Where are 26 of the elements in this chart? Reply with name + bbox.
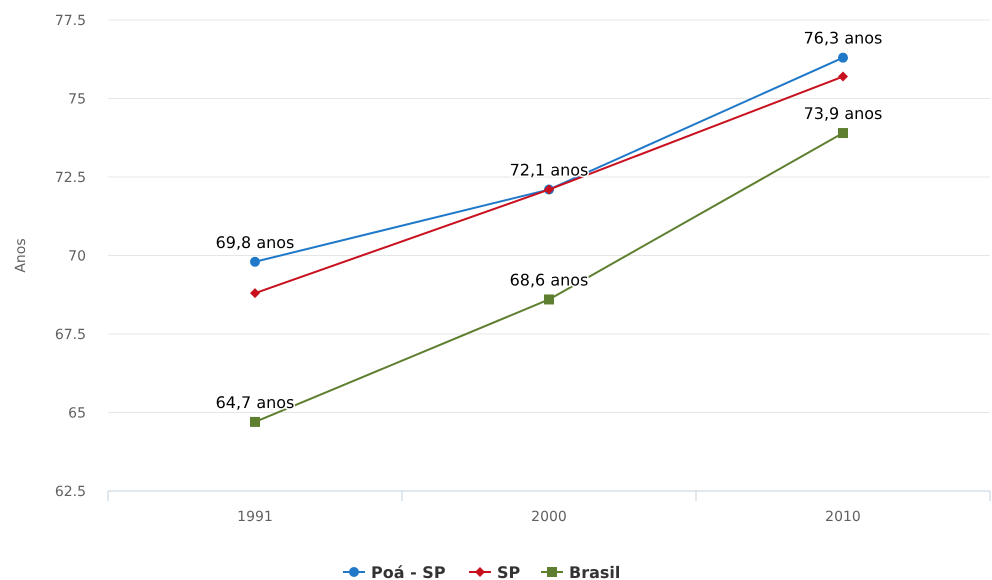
- y-tick-label: 77.5: [54, 13, 86, 29]
- point: [838, 52, 848, 63]
- x-tick-label: 2000: [531, 509, 567, 525]
- y-tick-label: 67.5: [54, 327, 86, 343]
- point: [544, 294, 554, 304]
- x-tick-label: 2010: [825, 509, 861, 525]
- point: [250, 416, 260, 427]
- y-tick-label: 72.5: [54, 170, 86, 186]
- legend-label: Brasil: [569, 563, 620, 580]
- y-axis-title: Anos: [13, 238, 29, 273]
- data-label: 76,3 anos: [804, 28, 882, 48]
- y-tick-label: 65: [68, 406, 86, 422]
- point: [838, 72, 848, 82]
- data-label: 73,9 anos: [804, 104, 882, 124]
- legend-label: SP: [497, 563, 521, 580]
- data-label: 72,1 anos: [510, 160, 588, 180]
- y-tick-label: 62.5: [54, 484, 86, 500]
- x-tick-label: 1991: [237, 509, 273, 525]
- y-tick-label: 75: [68, 92, 86, 108]
- point: [250, 288, 260, 298]
- point: [838, 128, 848, 138]
- data-label: 64,7 anos: [216, 392, 294, 412]
- y-tick-label: 70: [68, 248, 86, 264]
- point: [250, 256, 260, 267]
- legend-label: Poá - SP: [371, 563, 446, 580]
- data-label: 69,8 anos: [216, 232, 294, 252]
